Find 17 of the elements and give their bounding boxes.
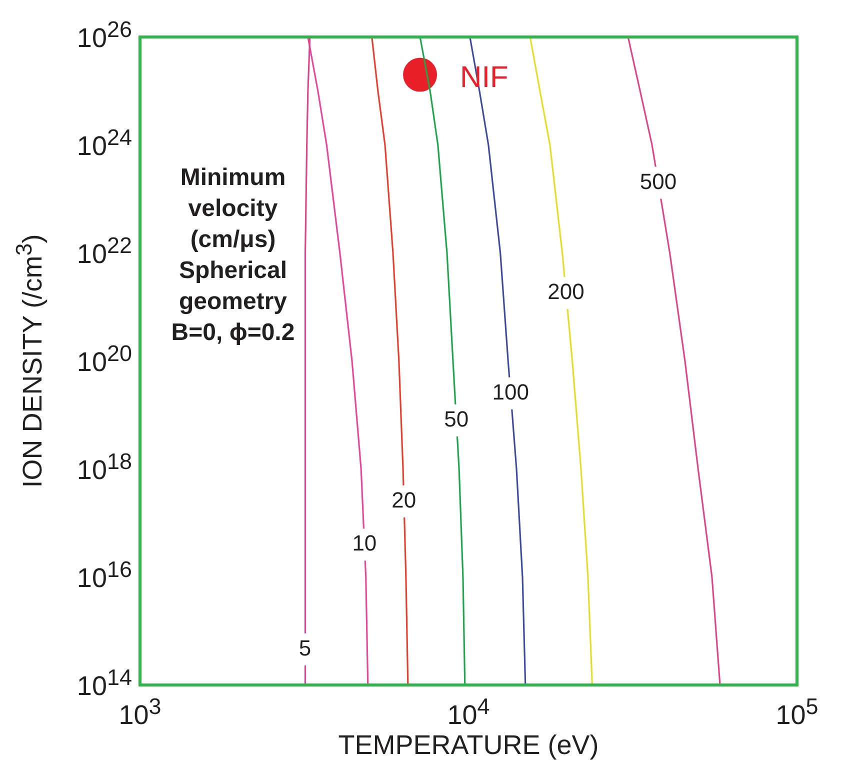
y-tick-label: 10$^{22}$ [76, 233, 132, 270]
series-label: 200 [548, 279, 584, 304]
y-tick-label: 10$^{18}$ [76, 449, 132, 486]
series-label: 20 [392, 487, 416, 512]
y-tick-label: 10$^{16}$ [76, 557, 132, 594]
series-label: 5 [298, 635, 312, 660]
x-tick-label: 10$^{5}$ [776, 694, 818, 731]
series-label: 100 [492, 379, 529, 404]
x-tick-label: 10$^{4}$ [447, 694, 490, 731]
series-label: 500 [640, 168, 677, 194]
y-tick-label: 10$^{20}$ [76, 341, 132, 378]
x-axis-title: TEMPERATURE (eV) [337, 730, 600, 761]
series-label: 50 [444, 406, 469, 432]
y-tick-label: 10$^{26}$ [76, 17, 132, 54]
annotation: Minimum velocity (cm/μs) Spherical geometry B=0, ϕ=0.2 [170, 163, 296, 348]
series-label: 10 [352, 530, 377, 556]
y-tick-label: 10$^{24}$ [76, 125, 132, 162]
